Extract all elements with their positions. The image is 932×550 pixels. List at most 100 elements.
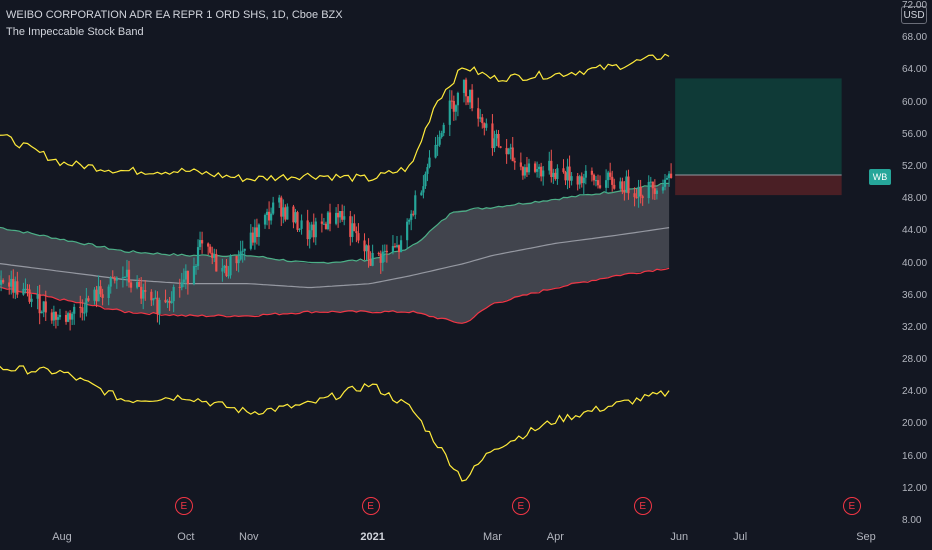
candle-body (479, 117, 482, 119)
candle-body (653, 188, 656, 194)
candle-body (507, 148, 510, 155)
candle-body (111, 277, 114, 279)
candle-body (211, 252, 214, 258)
candle-body (562, 168, 565, 173)
candle-body (26, 288, 29, 290)
candle-body (267, 211, 271, 221)
outer-lower-line (0, 365, 670, 482)
earnings-marker[interactable]: E (361, 497, 380, 515)
time-tick-label: Oct (177, 531, 195, 543)
candle-body (87, 298, 90, 301)
candle-body (343, 216, 346, 220)
price-tick-label: 24.00 (902, 386, 928, 398)
price-tick-label: 68.00 (902, 32, 928, 44)
time-tick-label: 2021 (360, 531, 385, 543)
earnings-marker[interactable]: E (174, 497, 193, 515)
candle-body (554, 172, 557, 179)
candle-body (280, 197, 283, 217)
earnings-marker[interactable]: E (633, 497, 652, 515)
candle-body (154, 297, 157, 299)
candle-body (308, 230, 311, 240)
price-tick-label: 8.00 (902, 515, 922, 526)
candle-body (225, 265, 228, 276)
candle-body (424, 173, 427, 187)
candle-body (194, 265, 198, 267)
candle-body (223, 265, 226, 268)
candle-body (519, 162, 522, 167)
candle-body (592, 174, 596, 181)
candle-body (538, 166, 541, 170)
candle-body (284, 207, 287, 220)
candle-body (97, 286, 100, 302)
candle-body (294, 212, 297, 223)
candle-body (580, 176, 583, 184)
candle-body (156, 297, 159, 314)
candle-body (568, 166, 571, 181)
earnings-marker[interactable]: E (842, 497, 861, 515)
candle-body (292, 206, 295, 223)
candle-body (637, 186, 640, 198)
candle-body (369, 259, 372, 266)
earnings-marker[interactable]: E (511, 497, 530, 515)
candle-body (312, 224, 315, 238)
price-tick-label: 72.00 (902, 0, 928, 11)
candle-body (125, 269, 129, 277)
candle-body (30, 298, 33, 302)
candle-body (627, 176, 630, 194)
candle-body (491, 123, 494, 149)
candle-body (28, 289, 31, 302)
candle-body (200, 240, 204, 244)
candle-body (513, 161, 516, 163)
candle-body (2, 280, 5, 283)
candle-body (109, 277, 112, 287)
currency-selector[interactable]: USD (901, 6, 927, 24)
candle-body (24, 288, 27, 290)
candle-body (509, 147, 512, 149)
candle-body (552, 172, 555, 178)
candle-body (129, 282, 133, 288)
candle-body (253, 227, 256, 243)
candle-body (521, 166, 524, 176)
candle-body (172, 286, 175, 302)
price-tick-label: 44.00 (902, 225, 928, 237)
candle-body (168, 300, 171, 304)
candle-body (525, 167, 529, 173)
candle-body (408, 219, 411, 222)
candle-body (257, 224, 261, 237)
candle-body (481, 117, 484, 124)
candle-body (578, 176, 581, 185)
candle-body (367, 245, 370, 260)
candle-body (337, 212, 340, 218)
candle-body (270, 213, 273, 221)
candle-body (556, 168, 559, 179)
price-tick-label: 40.00 (902, 257, 928, 269)
candle-body (635, 197, 638, 199)
candle-body (229, 255, 232, 276)
candle-body (633, 193, 636, 198)
candle-body (263, 215, 267, 225)
candle-body (38, 294, 41, 314)
candle-body (464, 79, 468, 97)
candle-body (564, 172, 567, 181)
candle-body (249, 232, 252, 249)
candle-body (101, 294, 104, 298)
price-tick-label: 32.00 (902, 321, 928, 333)
candle-body (22, 288, 25, 295)
candle-body (422, 186, 425, 193)
candle-body (371, 252, 374, 266)
candle-body (339, 211, 342, 218)
candle-body (379, 253, 382, 263)
candle-body (10, 278, 13, 287)
candle-body (511, 147, 514, 162)
candle-body (363, 240, 366, 252)
candle-body (170, 301, 173, 304)
candle-body (66, 313, 70, 322)
candle-body (113, 277, 116, 281)
candle-body (138, 282, 141, 287)
candle-body (540, 166, 543, 177)
candle-body (213, 253, 216, 258)
candle-body (71, 313, 74, 320)
candle-body (420, 192, 423, 196)
